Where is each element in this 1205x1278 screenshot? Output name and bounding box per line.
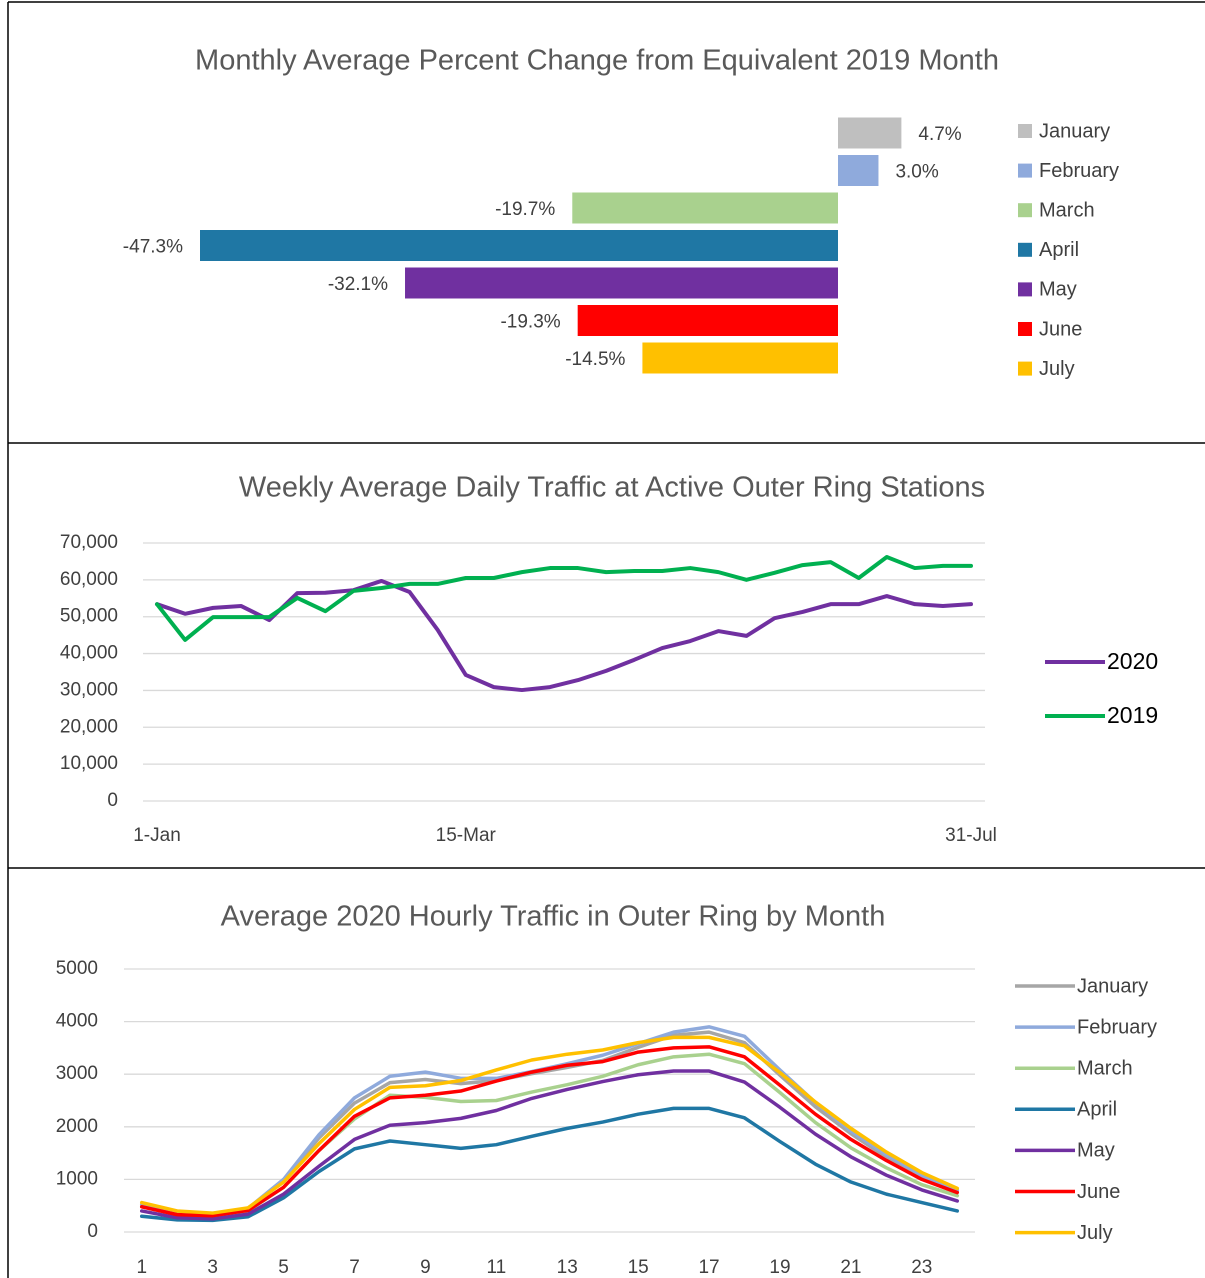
legend-label: February <box>1039 160 1119 182</box>
data-label: -32.1% <box>328 274 388 295</box>
bar <box>642 342 838 374</box>
legend-swatch <box>1018 361 1032 376</box>
legend-label: January <box>1077 975 1148 997</box>
data-label: -19.3% <box>500 312 560 333</box>
x-tick-label: 31-Jul <box>945 825 997 846</box>
y-tick-label: 2000 <box>56 1116 98 1137</box>
y-tick-label: 70,000 <box>60 532 118 553</box>
legend-label: June <box>1077 1181 1120 1203</box>
bar <box>405 267 838 299</box>
legend-label: 2019 <box>1107 702 1158 728</box>
legend-label: March <box>1077 1057 1133 1079</box>
bar <box>572 192 838 224</box>
chart-title: Weekly Average Daily Traffic at Active O… <box>239 472 985 504</box>
series-line <box>155 578 973 693</box>
legend-label: May <box>1039 279 1077 301</box>
x-tick-label: 1 <box>136 1257 147 1278</box>
y-tick-label: 1000 <box>56 1168 98 1189</box>
x-tick-label: 17 <box>698 1257 719 1278</box>
series-line <box>139 1035 960 1215</box>
data-label: 4.7% <box>918 124 961 145</box>
y-tick-label: 0 <box>87 1221 98 1242</box>
y-tick-label: 60,000 <box>60 569 118 590</box>
y-tick-label: 3000 <box>56 1063 98 1084</box>
x-tick-label: 13 <box>557 1257 578 1278</box>
legend-label: July <box>1039 358 1075 380</box>
y-tick-label: 10,000 <box>60 753 118 774</box>
series-line <box>139 1030 960 1217</box>
series-line <box>155 555 973 642</box>
bar <box>838 117 902 149</box>
y-tick-label: 5000 <box>56 958 98 979</box>
series-line <box>139 1106 960 1223</box>
x-tick-label: 11 <box>486 1257 506 1278</box>
data-label: -19.7% <box>495 199 555 220</box>
data-label: 3.0% <box>895 162 938 183</box>
x-tick-label: 5 <box>278 1257 289 1278</box>
y-tick-label: 0 <box>107 790 118 811</box>
x-tick-label: 1-Jan <box>133 825 181 846</box>
series-line <box>139 1045 960 1218</box>
x-tick-label: 23 <box>911 1257 932 1278</box>
legend-label: April <box>1077 1099 1117 1121</box>
x-tick-label: 21 <box>840 1257 861 1278</box>
legend-swatch <box>1018 203 1032 218</box>
chart-title: Average 2020 Hourly Traffic in Outer Rin… <box>221 901 886 933</box>
series-line <box>139 1069 960 1221</box>
y-tick-label: 40,000 <box>60 643 118 664</box>
y-tick-label: 30,000 <box>60 679 118 700</box>
legend-label: May <box>1077 1140 1115 1162</box>
bar <box>577 305 838 336</box>
legend-label: July <box>1077 1222 1113 1244</box>
y-tick-label: 50,000 <box>60 606 118 627</box>
x-tick-label: 19 <box>769 1257 790 1278</box>
legend-label: 2020 <box>1107 648 1158 674</box>
x-tick-label: 7 <box>349 1257 360 1278</box>
legend-label: March <box>1039 199 1095 221</box>
x-tick-label: 15-Mar <box>436 825 497 846</box>
x-tick-label: 15 <box>628 1257 649 1278</box>
legend-label: June <box>1039 318 1082 340</box>
x-tick-label: 9 <box>420 1257 431 1278</box>
y-tick-label: 20,000 <box>60 716 118 737</box>
bar <box>200 230 838 261</box>
data-label: -14.5% <box>565 349 625 370</box>
legend-label: January <box>1039 120 1110 142</box>
legend-label: February <box>1077 1016 1157 1038</box>
legend-label: April <box>1039 239 1079 261</box>
legend-swatch <box>1018 242 1032 257</box>
x-tick-label: 3 <box>207 1257 218 1278</box>
bar <box>838 155 879 186</box>
data-label: -47.3% <box>123 237 183 258</box>
legend-swatch <box>1018 282 1032 297</box>
legend-swatch <box>1018 124 1032 138</box>
series-line <box>139 1052 960 1218</box>
y-tick-label: 4000 <box>56 1011 98 1032</box>
chart-title: Monthly Average Percent Change from Equi… <box>195 45 999 77</box>
legend-swatch <box>1018 322 1032 336</box>
legend-swatch <box>1018 163 1032 178</box>
